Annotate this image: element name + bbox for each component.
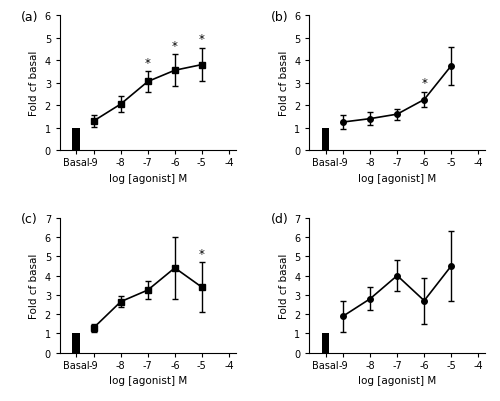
Text: *: * xyxy=(422,77,427,90)
Y-axis label: Fold cf basal: Fold cf basal xyxy=(29,253,39,318)
Bar xyxy=(322,128,330,151)
Y-axis label: Fold cf basal: Fold cf basal xyxy=(29,51,39,116)
Bar xyxy=(322,334,330,353)
X-axis label: log [agonist] M: log [agonist] M xyxy=(358,173,436,183)
Y-axis label: Fold cf basal: Fold cf basal xyxy=(278,253,288,318)
X-axis label: log [agonist] M: log [agonist] M xyxy=(108,375,187,385)
Text: (c): (c) xyxy=(22,213,38,226)
Bar xyxy=(72,334,80,353)
Text: (d): (d) xyxy=(270,213,288,226)
Text: (a): (a) xyxy=(22,11,39,24)
Text: (b): (b) xyxy=(270,11,288,24)
X-axis label: log [agonist] M: log [agonist] M xyxy=(358,375,436,385)
Text: *: * xyxy=(199,33,205,46)
X-axis label: log [agonist] M: log [agonist] M xyxy=(108,173,187,183)
Text: *: * xyxy=(172,40,178,53)
Bar xyxy=(72,128,80,151)
Text: *: * xyxy=(145,57,150,69)
Text: *: * xyxy=(199,247,205,260)
Y-axis label: Fold cf basal: Fold cf basal xyxy=(278,51,288,116)
